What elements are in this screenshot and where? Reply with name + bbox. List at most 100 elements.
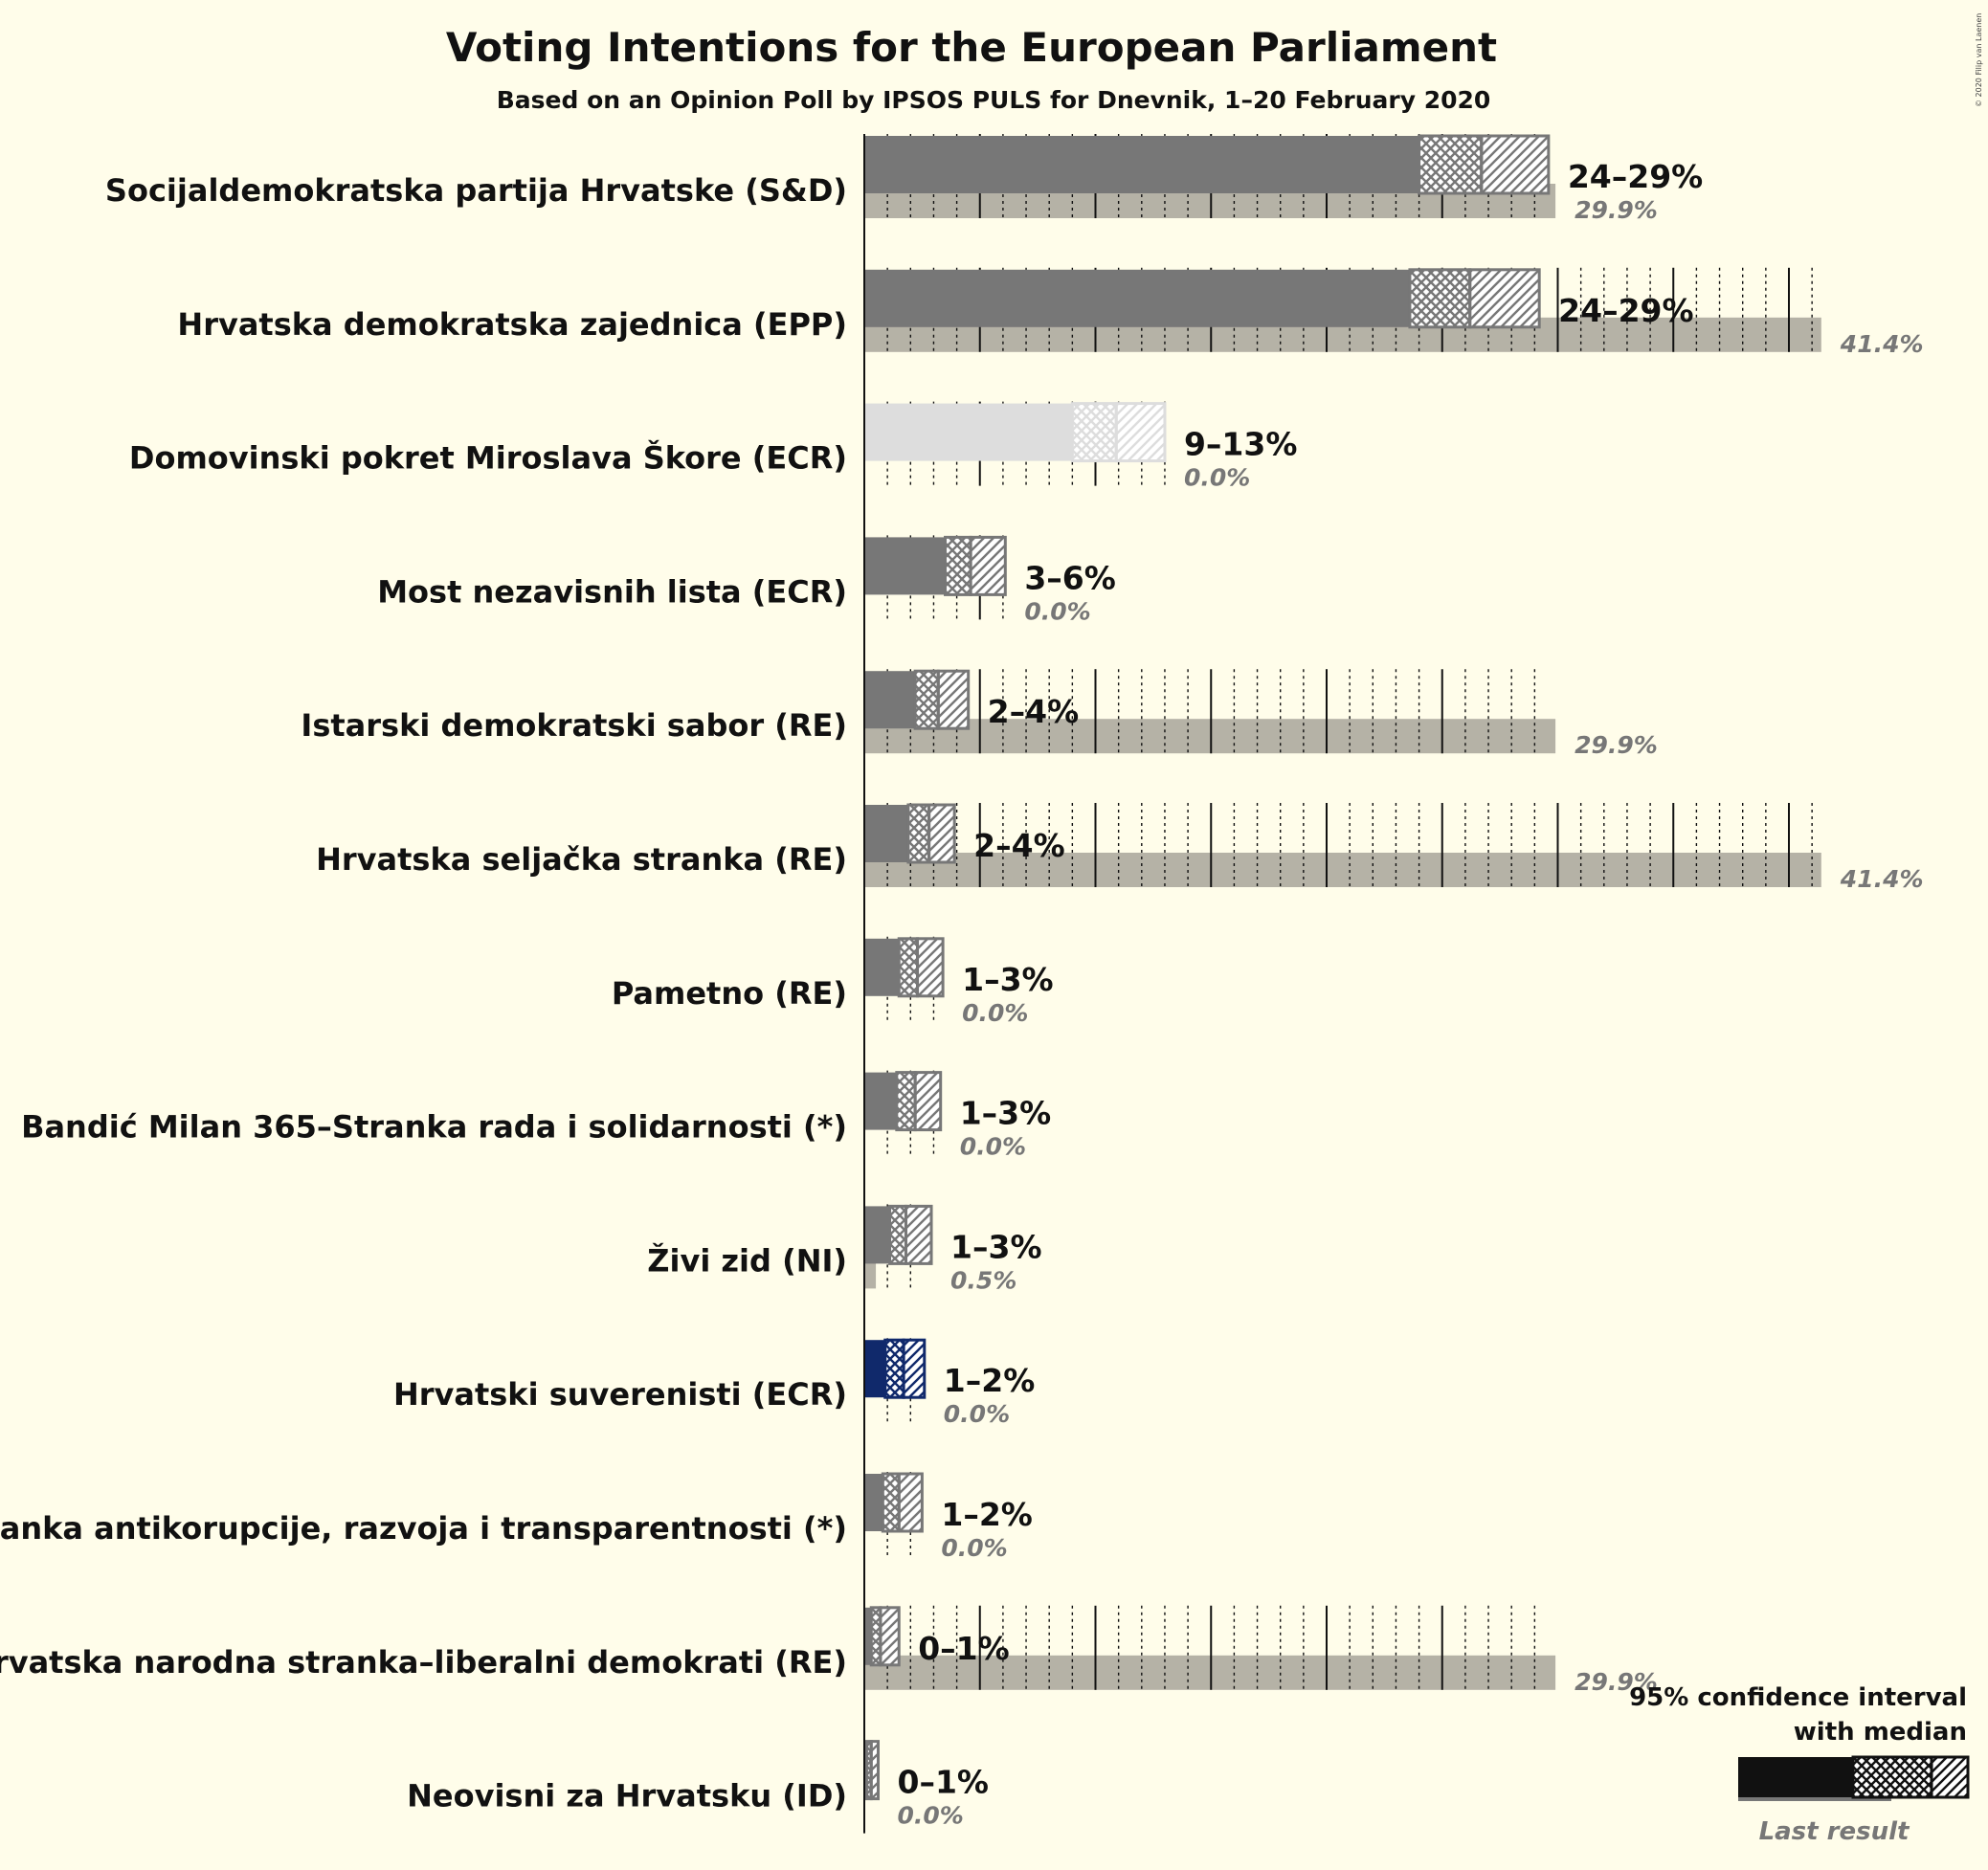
party-label: Socijaldemokratska partija Hrvatske (S&D… (105, 172, 847, 209)
last-result-bar (864, 853, 1821, 887)
bar-row: Neovisni za Hrvatsku (ID) 0–1%0.0% (407, 1740, 989, 1830)
last-result-label: 29.9% (1575, 731, 1658, 759)
last-result-label: 0.5% (950, 1266, 1016, 1294)
ci-upper-hatched-segment (969, 535, 1007, 596)
last-result-label: 41.4% (1840, 330, 1924, 358)
party-label: Hrvatska demokratska zajednica (EPP) (177, 306, 847, 343)
ci-upper-hatched-segment (1114, 402, 1167, 463)
ci-upper-hatched-segment (927, 803, 956, 864)
bar-rows: Socijaldemokratska partija Hrvatske (S&D… (0, 134, 1924, 1830)
range-label: 2–4% (973, 827, 1065, 864)
ci-upper-hatched-segment (916, 937, 945, 998)
legend-crosshatch-segment (1851, 1755, 1933, 1799)
ci-lower-hatched-segment (881, 1472, 901, 1533)
party-label: Pametno (RE) (612, 975, 847, 1012)
last-result-label: 0.0% (962, 999, 1028, 1027)
ci-lower-hatched-segment (1070, 402, 1118, 463)
bar-row: Domovinski pokret Miroslava Škore (ECR) 9… (129, 401, 1297, 492)
chart-subtitle: Based on an Opinion Poll by IPSOS PULS f… (497, 86, 1491, 114)
ci-lower-hatched-segment (913, 669, 940, 730)
ci-solid-bar (864, 1474, 883, 1531)
ci-lower-hatched-segment (1418, 134, 1484, 195)
ci-solid-bar (864, 938, 900, 996)
range-label: 2–4% (988, 693, 1080, 730)
party-label: Hrvatski suverenisti (ECR) (393, 1376, 847, 1413)
ci-solid-bar (864, 805, 908, 862)
party-label: Hrvatska seljačka stranka (RE) (316, 841, 847, 878)
party-label: Istarski demokratski sabor (RE) (301, 707, 847, 744)
ci-upper-hatched-segment (902, 1338, 927, 1399)
ci-upper-hatched-segment (1480, 134, 1551, 195)
range-label: 9–13% (1184, 426, 1297, 463)
bar-row: Most nezavisnih lista (ECR) 3–6%0.0% (377, 535, 1116, 625)
chart-title: Voting Intentions for the European Parli… (446, 24, 1497, 71)
bar-row: Hrvatska demokratska zajednica (EPP) 24–2… (177, 267, 1924, 358)
ci-solid-bar (864, 1072, 897, 1130)
party-label: Domovinski pokret Miroslava Škore (ECR) (129, 439, 847, 477)
ci-solid-bar (864, 1206, 890, 1264)
ci-upper-hatched-segment (913, 1071, 943, 1132)
ci-solid-bar (864, 537, 946, 595)
legend-title-line1: 95% confidence interval (1629, 1683, 1967, 1712)
credit-text: © 2020 Filip van Laenen (1975, 13, 1983, 107)
bar-row: Stranka antikorupcije, razvoja i transpa… (0, 1472, 1033, 1562)
bar-row: Živi zid (NI) 1–3%0.5% (647, 1204, 1042, 1294)
bar-row: Socijaldemokratska partija Hrvatske (S&D… (105, 134, 1703, 224)
party-label: Most nezavisnih lista (ECR) (377, 573, 847, 610)
last-result-label: 0.0% (944, 1400, 1010, 1428)
ci-lower-hatched-segment (897, 937, 920, 998)
bar-row: Pametno (RE) 1–3%0.0% (612, 936, 1054, 1027)
last-result-label: 29.9% (1575, 196, 1658, 224)
ci-lower-hatched-segment (906, 803, 931, 864)
ci-upper-hatched-segment (904, 1204, 933, 1265)
range-label: 0–1% (918, 1630, 1010, 1667)
last-result-label: 41.4% (1840, 865, 1924, 893)
last-result-label: 0.0% (960, 1133, 1026, 1161)
legend-last-result-label: Last result (1759, 1817, 1910, 1846)
range-label: 1–3% (950, 1228, 1041, 1265)
ci-solid-bar (864, 136, 1419, 193)
range-label: 3–6% (1024, 559, 1116, 596)
bar-row: Hrvatski suverenisti (ECR) 1–2%0.0% (393, 1338, 1035, 1428)
ci-solid-bar (864, 269, 1410, 327)
ci-lower-hatched-segment (1408, 268, 1472, 329)
party-label: Stranka antikorupcije, razvoja i transpa… (0, 1510, 847, 1547)
party-label: Živi zid (NI) (647, 1242, 847, 1279)
ci-upper-hatched-segment (936, 669, 971, 730)
last-result-label: 0.0% (1184, 464, 1250, 492)
range-label: 1–2% (944, 1362, 1036, 1399)
ci-lower-hatched-segment (895, 1071, 917, 1132)
ci-upper-hatched-segment (879, 1606, 901, 1667)
range-label: 0–1% (897, 1764, 989, 1801)
range-label: 1–3% (962, 961, 1054, 998)
bar-row: Hrvatska narodna stranka–liberalni demok… (0, 1605, 1658, 1696)
ci-solid-bar (864, 403, 1073, 461)
party-label: Hrvatska narodna stranka–liberalni demok… (0, 1644, 847, 1681)
ci-upper-hatched-segment (897, 1472, 924, 1533)
legend: 95% confidence interval with median Last… (1629, 1683, 1970, 1846)
ci-lower-hatched-segment (883, 1338, 905, 1399)
last-result-label: 29.9% (1575, 1668, 1658, 1696)
ci-solid-bar (864, 1607, 872, 1665)
range-label: 1–3% (960, 1095, 1052, 1132)
range-label: 1–2% (941, 1496, 1033, 1533)
legend-title-line2: with median (1794, 1718, 1967, 1747)
ci-upper-hatched-segment (1468, 268, 1541, 329)
last-result-label: 0.0% (897, 1802, 963, 1830)
bar-row: Istarski demokratski sabor (RE) 2–4% 29.9% (301, 669, 1658, 759)
party-label: Bandić Milan 365–Stranka rada i solidarn… (21, 1109, 847, 1146)
bar-row: Hrvatska seljačka stranka (RE) 2–4% 41.4% (316, 803, 1924, 893)
last-result-label: 0.0% (1024, 597, 1090, 625)
bar-row: Bandić Milan 365–Stranka rada i solidarn… (21, 1070, 1052, 1161)
legend-hatch-segment (1930, 1755, 1970, 1799)
ci-lower-hatched-segment (888, 1204, 907, 1265)
range-label: 24–29% (1558, 292, 1693, 329)
last-result-label: 0.0% (941, 1534, 1007, 1562)
ci-solid-bar (864, 1340, 885, 1398)
range-label: 24–29% (1568, 158, 1703, 195)
ci-solid-bar (864, 671, 916, 729)
legend-solid-bar (1738, 1757, 1853, 1797)
party-label: Neovisni za Hrvatsku (ID) (407, 1778, 847, 1814)
ci-lower-hatched-segment (944, 535, 972, 596)
